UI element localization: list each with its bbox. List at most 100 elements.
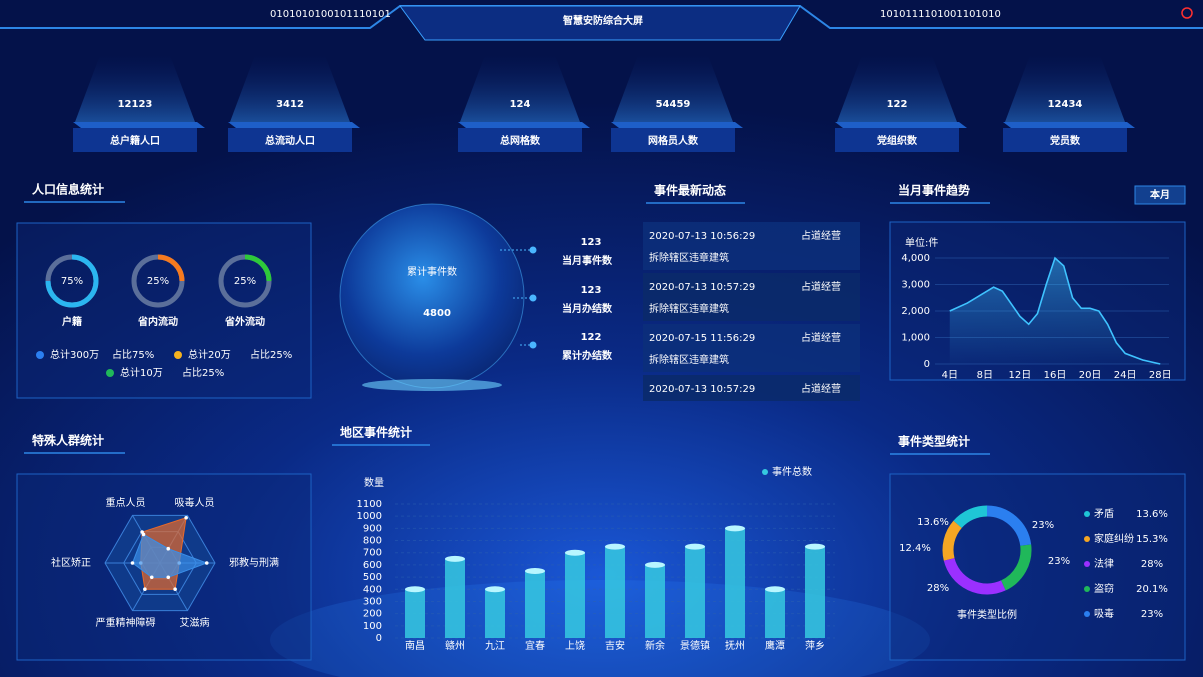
donut-segment [953,505,988,529]
gauge-category: 户籍 [61,315,82,328]
legend-dot [1084,611,1090,617]
legend-label: 家庭纠纷 [1094,532,1134,545]
legend-share: 占比25% [250,348,292,361]
bar-cap [645,561,665,568]
bar [405,589,425,638]
y-axis-label: 单位:件 [905,236,938,249]
x-tick-label: 景德镇 [680,639,710,652]
gauge-label: 25% [234,276,256,287]
header-code: 1010111101001101010 [880,9,1001,20]
panel-frame [16,222,312,399]
legend-value: 13.6% [1136,509,1168,520]
stat-value: 3412 [276,99,304,110]
legend-value: 20.1% [1136,584,1168,595]
x-tick-label: 宜春 [525,639,545,652]
floor-glow [270,580,930,677]
bar-cap [765,586,785,593]
legend-share: 占比25% [182,366,224,379]
news-desc: 拆除辖区违章建筑 [649,353,729,366]
news-row [643,375,860,401]
legend-label: 盗窃 [1094,582,1114,595]
bar-cap [805,543,825,550]
count-value: 123 [581,237,602,248]
count-value: 123 [581,285,602,296]
y-tick-label: 300 [363,596,382,607]
news-type: 占道经营 [801,331,841,344]
gauge-arc [45,254,99,308]
stat-beam [613,55,733,122]
legend-dot [762,469,768,475]
y-tick-label: 200 [363,609,382,620]
news-type: 占道经营 [801,229,841,242]
legend-label: 吸毒 [1094,607,1114,620]
y-tick-label: 600 [363,560,382,571]
donut-segment [943,557,1006,595]
legend-dot [1084,561,1090,567]
x-tick-label: 南昌 [405,639,425,652]
news-row [643,273,860,321]
radar-label: 重点人员 [106,496,146,509]
y-tick-label: 3,000 [901,280,930,291]
news-time: 2020-07-13 10:56:29 [649,231,755,242]
x-tick-label: 16日 [1044,370,1067,381]
radar-point [166,575,171,580]
x-tick-label: 九江 [485,640,505,652]
panel-frame [889,473,1186,661]
panel-title: 人口信息统计 [32,182,104,197]
gauge-label: 75% [61,276,83,287]
total-value: 4800 [423,308,451,319]
x-tick-label: 赣州 [445,639,465,652]
bar [565,552,585,638]
gauge-category: 省外流动 [224,315,265,328]
connector-dot [529,341,537,349]
y-tick-label: 100 [363,621,382,632]
period-button-label[interactable]: 本月 [1150,188,1170,201]
stat-beam [837,55,957,122]
count-label: 当月事件数 [562,254,613,267]
ring-label: 28% [927,583,949,594]
panel-title: 当月事件趋势 [898,183,970,198]
stat-label: 总流动人口 [265,134,315,147]
legend-value: 15.3% [1136,534,1168,545]
bar [485,589,505,638]
panel-title: 特殊人群统计 [32,433,104,448]
news-desc: 拆除辖区违章建筑 [649,302,729,315]
legend-label: 法律 [1094,557,1114,570]
y-tick-label: 400 [363,584,382,595]
bar-cap [485,586,505,593]
bar-cap [605,543,625,550]
x-tick-label: 鹰潭 [765,639,785,652]
y-tick-label: 800 [363,536,382,547]
count-label: 累计办结数 [562,349,613,362]
stat-value: 54459 [656,99,691,110]
y-axis-label: 数量 [364,476,384,489]
legend-value: 23% [1141,609,1163,620]
stat-label-box [1003,128,1127,152]
x-tick-label: 28日 [1149,370,1172,381]
y-tick-label: 0 [924,359,930,370]
legend-value: 28% [1141,559,1163,570]
y-tick-label: 0 [376,633,382,644]
bar [765,589,785,638]
x-tick-label: 抚州 [725,640,745,652]
stat-value: 12123 [118,99,153,110]
bar [445,558,465,638]
line [949,256,1161,365]
line-area [949,258,1161,364]
legend-dot [1084,536,1090,542]
count-label: 当月办结数 [562,302,613,315]
connector-dot [529,294,537,302]
stat-value: 124 [510,99,531,110]
donut-segment [986,505,1032,547]
stat-plinth [73,122,205,128]
radar-label: 艾滋病 [180,616,210,629]
y-tick-label: 900 [363,523,382,534]
radar-point [149,575,154,580]
y-tick-label: 500 [363,572,382,583]
period-button[interactable] [1134,185,1186,205]
stat-label-box [835,128,959,152]
legend-dot [1084,511,1090,517]
power-icon[interactable] [1181,7,1193,19]
stat-label: 网格员人数 [648,134,699,147]
stat-label-box [611,128,735,152]
